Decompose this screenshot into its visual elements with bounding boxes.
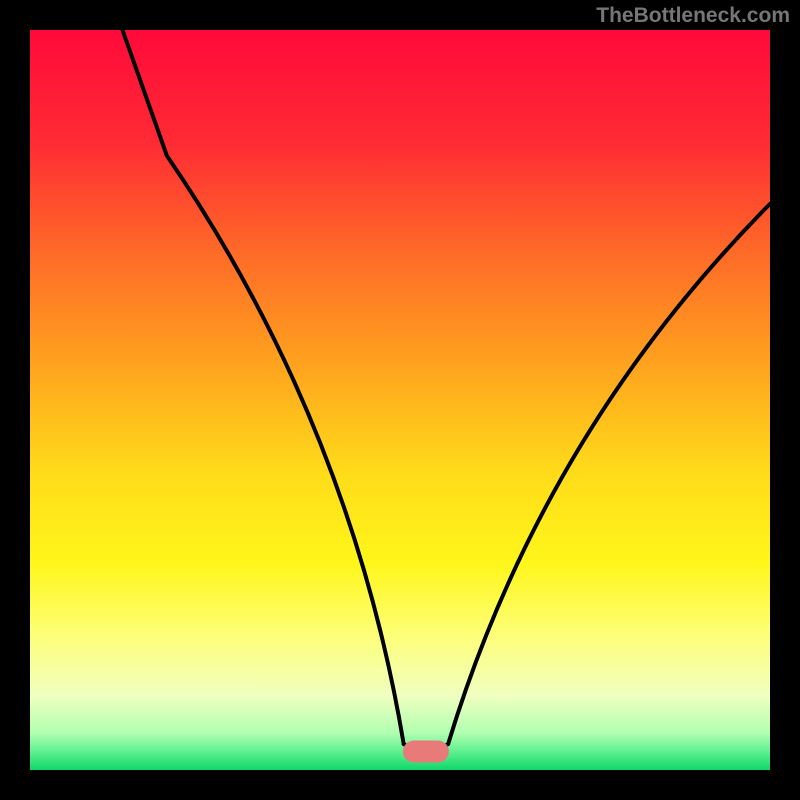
bottleneck-chart — [0, 0, 800, 800]
watermark-text: TheBottleneck.com — [596, 4, 790, 28]
plot-background-gradient — [30, 30, 770, 770]
chart-stage: TheBottleneck.com — [0, 0, 800, 800]
optimal-marker — [403, 741, 449, 763]
